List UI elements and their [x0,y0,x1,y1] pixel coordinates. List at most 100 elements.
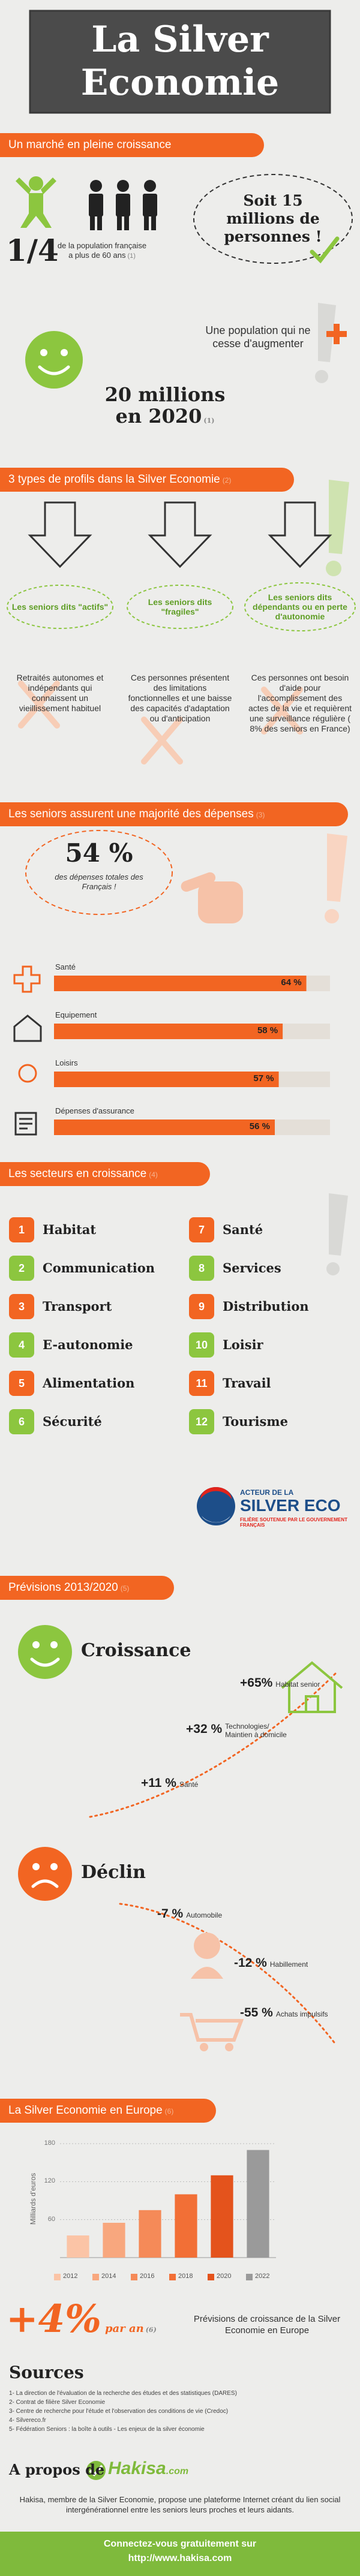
section-banner: Les secteurs en croissance (4) [8,1167,158,1181]
footer-link[interactable]: http://www.hakisa.com [128,2553,232,2563]
bar-label: Santé [55,962,76,971]
cross-deco [18,681,303,765]
banners [0,133,348,2123]
source-item: 1- La direction de l'évaluation de la re… [9,2390,237,2397]
logo-line: FILIÈRE SOUTENUE PAR LE GOUVERNEMENT FRA… [240,1517,347,1528]
reference: (1) [127,252,136,260]
source-item: 3- Centre de recherche pour l'étude et l… [9,2408,229,2415]
section-banner: Les seniors assurent une majorité des dé… [8,808,265,821]
sector-number: 2 [18,1262,25,1274]
profile-text: Ces personnes ont besoin d'aide pour l'a… [248,673,352,733]
reference: (1) [203,417,215,425]
banner-text: 3 types de profils dans la Silver Econom… [8,473,220,486]
sector-badge [189,1332,214,1358]
bar-label: Equipement [55,1010,97,1019]
headline-outline [25,830,173,915]
title-box [29,10,331,114]
headline: 54 % [65,838,133,868]
forecast-label: Technologies/ Maintien à domicile [225,1722,287,1739]
decline-icons [180,1933,244,2051]
forecast-value: -55 % [240,2006,273,2020]
hand-icon [181,872,243,923]
y-tick-label: 120 [44,2177,55,2185]
exclamation-deco [326,1193,348,1275]
sector-label: Travail [223,1376,271,1391]
headline-text: des dépenses totales des Français ! [55,872,143,891]
banner-text: Les secteurs en croissance [8,1167,147,1180]
legend-swatch [208,2274,214,2280]
sector-badge [9,1217,34,1242]
forecast-item: -55 % Achats impulsifs [240,2006,328,2020]
section-banner: 3 types de profils dans la Silver Econom… [8,473,231,486]
forecast-value: +32 % [186,1722,223,1737]
fraction: 1/4 [6,233,59,268]
source-item: 5- Fédération Seniors : la boîte à outil… [9,2426,205,2433]
sector-number: 12 [195,1416,208,1428]
growth-rate: +4% par an (6) [6,2297,157,2342]
bar [67,2235,89,2258]
sector-label: Communication [43,1260,155,1275]
forecast-value: +11 % [141,1776,176,1790]
reference: (3) [256,811,265,819]
bar-label: Dépenses d'assurance [55,1106,134,1115]
legend-swatch [92,2274,99,2280]
bar [175,2194,197,2258]
bar [247,2150,269,2258]
forecast-item: +32 % Technologies/ Maintien à domicile [186,1722,291,1739]
banner-shape [0,133,264,157]
footer-line: Connectez-vous gratuitement sur [103,2539,257,2549]
legend-swatch [54,2274,61,2280]
forecast-item: +65% Habitat senior [240,1676,320,1690]
growth-rate-suffix: par an [104,2322,144,2335]
bar-value-label: 58 % [257,1025,278,1036]
banner-shape [0,1162,210,1186]
profile-text: Ces personnes présentent des limitations… [128,673,232,723]
bar [54,976,307,991]
growth-line [89,1672,337,1818]
forecast-item: -12 % Habillement [234,1956,308,1970]
decline-title: Déclin [81,1862,146,1883]
sector-number: 9 [198,1301,205,1313]
bar [54,1120,275,1135]
bar [139,2210,161,2258]
legend-label: 2020 [217,2273,232,2280]
profile-text: Retraités autonomes et indépendants qui … [16,673,104,713]
sector-label: Tourisme [223,1414,288,1429]
growth-rate-value: +4% [6,2297,101,2342]
legend-swatch [246,2274,253,2280]
population-text: Une population qui ne cesse d'augmenter [205,324,311,350]
sector-label: Habitat [43,1222,97,1237]
sector-label: Services [223,1260,281,1275]
decline-line [119,1903,337,2046]
sector-label: Loisir [223,1337,263,1352]
check-mark [310,236,340,264]
bar-label: Loisirs [55,1058,78,1067]
sector-number: 1 [18,1224,25,1236]
bar [54,1024,283,1039]
sector-number: 4 [18,1339,25,1351]
sector-badge [9,1409,34,1434]
about-text: Hakisa, membre de la Silver Economie, pr… [19,2495,341,2514]
legend-label: 2022 [255,2273,270,2280]
forecast-value: 20 millions en 2020 [104,383,226,428]
sector-number: 6 [18,1416,25,1428]
section-banner: Un marché en pleine croissance [8,139,172,151]
sector-badge [9,1256,34,1281]
y-axis-label: Milliards d'euros [29,2172,37,2225]
forecast-label: Habitat senior [275,1680,320,1689]
section-banner: Prévisions 2013/2020 (5) [8,1581,129,1594]
sector-badge [9,1371,34,1396]
legend-label: 2016 [140,2273,155,2280]
sector-badge [189,1371,214,1396]
footer-band [0,2532,360,2576]
sector-badge [189,1217,214,1242]
section-banner: La Silver Economie en Europe (6) [8,2104,173,2117]
forecast: 20 millions en 2020 (1) [90,384,240,432]
logo-line: SILVER ECO [240,1496,341,1515]
sector-badge [189,1256,214,1281]
bar [211,2175,233,2258]
title: La Silver Economie [80,19,280,104]
sector-number: 3 [18,1301,25,1313]
